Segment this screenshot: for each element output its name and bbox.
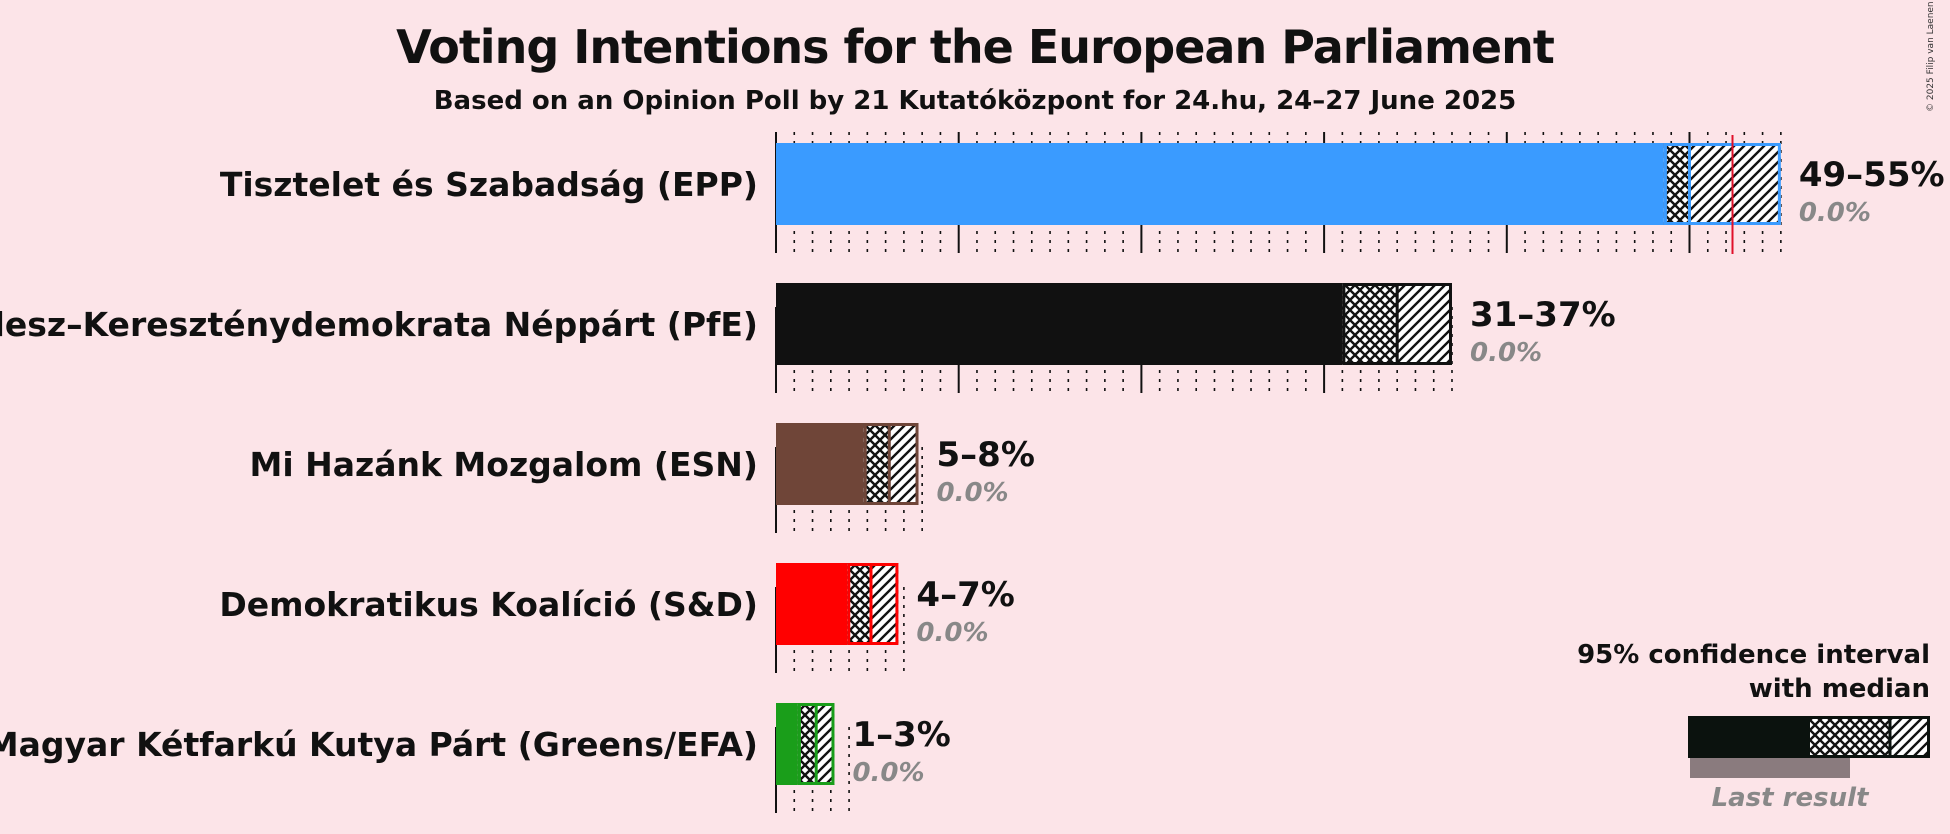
bar-ci-upper <box>871 563 899 645</box>
bar-solid <box>776 143 1664 225</box>
party-bar-group <box>776 143 1781 225</box>
bars <box>776 135 1781 785</box>
range-label: 4–7% <box>916 575 1014 615</box>
bar-ci-lower <box>1663 143 1690 225</box>
party-bar-group <box>776 423 919 505</box>
range-label: 1–3% <box>852 715 950 755</box>
chart-subtitle: Based on an Opinion Poll by 21 Kutatóköz… <box>433 86 1517 116</box>
party-bar-group <box>776 703 835 785</box>
bar-ci-outline <box>1663 143 1781 225</box>
bar-ci-lower <box>863 423 890 505</box>
party-label: Tisztelet és Szabadság (EPP) <box>220 165 758 204</box>
party-label: Mi Hazánk Mozgalom (ESN) <box>250 445 759 484</box>
last-result-label: 0.0% <box>1799 198 1871 228</box>
legend-cross-swatch <box>1810 716 1890 758</box>
bar-solid <box>776 703 798 785</box>
party-bar-group <box>776 563 899 645</box>
bar-solid <box>776 563 848 645</box>
last-result-label: 0.0% <box>916 618 988 648</box>
legend-outline <box>1688 716 1930 758</box>
bar-ci-upper <box>1397 283 1452 365</box>
range-label: 31–37% <box>1470 295 1616 335</box>
bar-ci-lower <box>797 703 817 785</box>
legend-title-line1: 95% confidence interval <box>1577 640 1930 670</box>
range-label: 49–55% <box>1799 155 1945 195</box>
bar-ci-upper <box>889 423 919 505</box>
party-label: Fidesz–Kereszténydemokrata Néppárt (PfE) <box>0 305 758 344</box>
party-label: Magyar Kétfarkú Kutya Párt (Greens/EFA) <box>0 725 758 764</box>
chart-title: Voting Intentions for the European Parli… <box>396 20 1555 74</box>
last-result-label: 0.0% <box>1470 338 1542 368</box>
last-result-label: 0.0% <box>852 758 924 788</box>
bar-ci-outline <box>863 423 919 505</box>
legend-solid-swatch <box>1688 716 1810 758</box>
legend-title-line2: with median <box>1749 674 1930 704</box>
labels: Tisztelet és Szabadság (EPP) 49–55%0.0%Fi… <box>0 155 1945 788</box>
bar-solid <box>776 283 1343 365</box>
bar-solid <box>776 423 864 505</box>
last-result-label: 0.0% <box>937 478 1009 508</box>
legend: 95% confidence interval with median Last r… <box>1577 640 1930 813</box>
bar-ci-lower <box>847 563 872 645</box>
range-label: 5–8% <box>937 435 1035 475</box>
bar-ci-upper <box>1689 143 1781 225</box>
legend-hatch-swatch <box>1890 716 1930 758</box>
party-label: Demokratikus Koalíció (S&D) <box>219 585 758 624</box>
bar-ci-outline <box>847 563 899 645</box>
legend-last-result-label: Last result <box>1712 783 1870 813</box>
bar-ci-upper <box>816 703 835 785</box>
gridlines <box>775 132 1782 813</box>
party-bar-group <box>776 283 1452 365</box>
bar-ci-lower <box>1342 283 1398 365</box>
